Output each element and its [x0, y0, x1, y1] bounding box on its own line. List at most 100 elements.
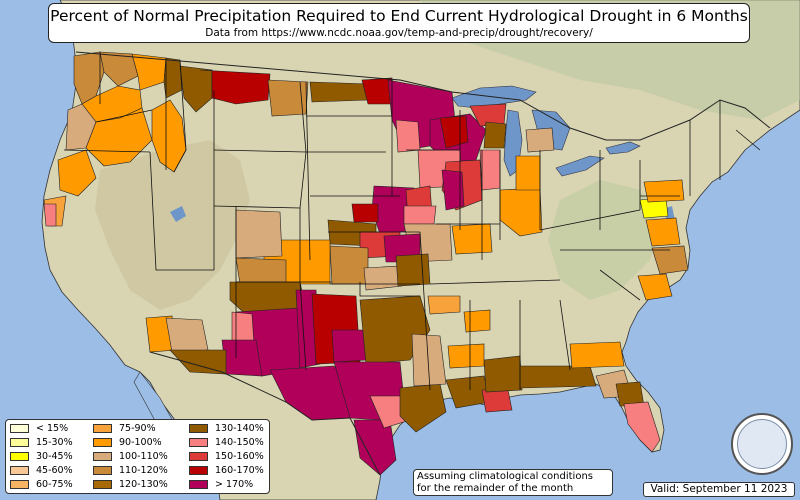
- mexico-border: [149, 351, 381, 476]
- legend-swatch: [93, 466, 112, 475]
- title-box: Percent of Normal Precipitation Required…: [48, 3, 750, 43]
- region-ky: [451, 223, 493, 255]
- legend-item: < 15%: [10, 423, 68, 434]
- region-id-north: [163, 57, 183, 99]
- note-line-2: for the remainder of the month: [417, 483, 574, 494]
- legend-item: 45-60%: [10, 465, 73, 476]
- region-la-west: [411, 333, 447, 387]
- legend-label: 75-90%: [119, 423, 156, 434]
- legend-swatch: [189, 466, 208, 475]
- legend-label: 45-60%: [36, 465, 73, 476]
- region-ks-south: [329, 245, 369, 285]
- note-box: Assuming climatological conditions for t…: [413, 469, 613, 496]
- state-boundaries: [63, 52, 761, 391]
- legend-item: 15-30%: [10, 437, 73, 448]
- appalachian-shading: [548, 180, 660, 300]
- region-ga-orange: [569, 341, 625, 369]
- legend-label: 15-30%: [36, 437, 73, 448]
- legend-label: > 170%: [215, 479, 254, 490]
- legend-label: 160-170%: [215, 465, 264, 476]
- legend-swatch: [10, 452, 29, 461]
- legend-label: 30-45%: [36, 451, 73, 462]
- legend-label: 60-75%: [36, 479, 73, 490]
- region-pa-orange: [643, 179, 685, 203]
- region-nd-sd-border: [309, 81, 371, 103]
- legend-swatch: [93, 480, 112, 489]
- legend-label: 100-110%: [119, 451, 168, 462]
- region-mt-north: [199, 69, 271, 105]
- legend: < 15% 15-30% 30-45% 45-60% 60-75% 75-90% 90-10…: [5, 419, 270, 494]
- map-title: Percent of Normal Precipitation Required…: [50, 7, 748, 25]
- region-tn-orange: [463, 309, 491, 333]
- legend-label: < 15%: [36, 423, 69, 434]
- region-ca-desert: [165, 317, 209, 353]
- region-mi-orange: [515, 155, 541, 191]
- region-az-south: [221, 339, 263, 377]
- legend-label: 90-100%: [119, 437, 162, 448]
- region-mi-lower: [483, 121, 507, 149]
- region-mt-west: [179, 65, 213, 113]
- legend-label: 120-130%: [119, 479, 168, 490]
- map-subtitle: Data from https://www.ncdc.noaa.gov/temp…: [205, 27, 593, 39]
- legend-swatch: [189, 424, 208, 433]
- legend-label: 150-160%: [215, 451, 264, 462]
- valid-date: Valid: September 11 2023: [643, 482, 795, 497]
- region-ms-al: [483, 355, 523, 393]
- legend-item: > 170%: [189, 479, 253, 490]
- region-ne-south: [351, 203, 379, 223]
- legend-item: 75-90%: [93, 423, 156, 434]
- legend-label: 110-120%: [119, 465, 168, 476]
- legend-item: 120-130%: [93, 479, 168, 490]
- region-wa-east: [131, 53, 167, 91]
- drought-regions: [43, 51, 689, 476]
- lake-ontario: [605, 141, 641, 155]
- legend-item: 60-75%: [10, 479, 73, 490]
- region-mi-east: [525, 127, 555, 153]
- legend-swatch: [10, 480, 29, 489]
- legend-item: 30-45%: [10, 451, 73, 462]
- legend-swatch: [10, 438, 29, 447]
- legend-swatch: [189, 452, 208, 461]
- region-nc-coast: [651, 245, 689, 275]
- region-ms-orange: [447, 343, 485, 369]
- great-salt-lake: [170, 206, 186, 222]
- region-sc: [637, 273, 673, 301]
- nexlab-logo: [731, 413, 793, 475]
- region-ar: [395, 253, 431, 287]
- region-wa-cascades: [99, 51, 139, 87]
- region-ms-sw: [427, 295, 461, 315]
- legend-label: 140-150%: [215, 437, 264, 448]
- legend-item: 110-120%: [93, 465, 168, 476]
- legend-item: 90-100%: [93, 437, 162, 448]
- region-co-west: [235, 209, 283, 259]
- region-mt-east: [267, 79, 309, 117]
- region-fl-peninsula: [623, 401, 661, 453]
- region-nm-east: [331, 329, 367, 363]
- region-wi-central: [439, 115, 469, 149]
- legend-item: 160-170%: [189, 465, 264, 476]
- region-in: [479, 149, 501, 191]
- region-ca-north-coast: [57, 149, 97, 197]
- legend-swatch: [10, 424, 29, 433]
- international-border: [75, 51, 771, 141]
- legend-swatch: [189, 438, 208, 447]
- rockies-shading: [95, 140, 250, 310]
- legend-item: 140-150%: [189, 437, 264, 448]
- legend-swatch: [93, 438, 112, 447]
- region-ca-bay: [43, 203, 57, 227]
- legend-swatch: [93, 424, 112, 433]
- region-va-east: [645, 217, 681, 247]
- region-ia-north: [395, 119, 421, 153]
- region-mo-central: [403, 205, 437, 225]
- region-il-west: [441, 169, 465, 211]
- legend-label: 130-140%: [215, 423, 264, 434]
- region-ok-west: [363, 265, 403, 291]
- legend-item: 130-140%: [189, 423, 264, 434]
- legend-swatch: [10, 466, 29, 475]
- lake-erie: [555, 155, 605, 177]
- legend-swatch: [189, 480, 208, 489]
- region-la-delta: [481, 389, 513, 413]
- note-line-1: Assuming climatological conditions: [417, 471, 593, 482]
